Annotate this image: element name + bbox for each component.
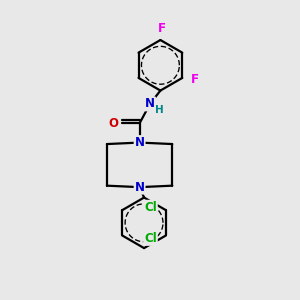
Text: N: N	[135, 136, 145, 149]
Text: N: N	[145, 98, 155, 110]
Text: Cl: Cl	[144, 201, 157, 214]
Text: Cl: Cl	[144, 232, 157, 245]
Text: O: O	[108, 117, 118, 130]
Text: N: N	[135, 181, 145, 194]
Text: F: F	[158, 22, 166, 35]
Text: F: F	[191, 73, 199, 86]
Text: H: H	[155, 106, 164, 116]
